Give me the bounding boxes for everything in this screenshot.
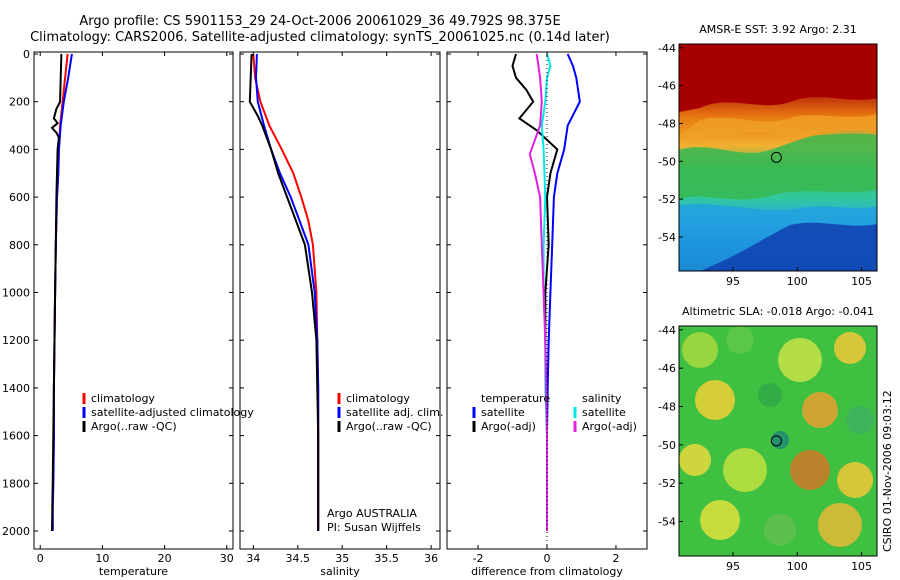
- difference-series-magenta: [528, 53, 548, 531]
- sst-cold-band: [700, 222, 877, 271]
- sla-map-field: [679, 326, 877, 556]
- sla-anomaly-blob: [700, 500, 740, 540]
- salinity-xtick-label: 34.5: [286, 552, 311, 565]
- salinity-series-black: [248, 53, 320, 531]
- temp-legend-climatology: climatology: [91, 392, 155, 405]
- sla-map-xtick-label: 105: [851, 560, 872, 573]
- temperature-xtick-label: 0: [37, 552, 44, 565]
- diff-legend-temperature-title: temperature: [481, 392, 550, 405]
- sal-legend-satellite: satellite adj. clim.: [346, 406, 443, 419]
- depth-tick-label: 1600: [2, 430, 30, 443]
- depth-tick-label: 2000: [2, 525, 30, 538]
- sla-map-title: Altimetric SLA: -0.018 Argo: -0.041: [682, 305, 874, 318]
- difference-xtick-label: 0: [544, 552, 551, 565]
- sla-anomaly-blob: [834, 332, 866, 364]
- sst-map-xtick-label: 100: [787, 275, 808, 288]
- sst-map-title: AMSR-E SST: 3.92 Argo: 2.31: [699, 23, 857, 36]
- difference-xtick-label: -2: [473, 552, 484, 565]
- sla-map-ytick-label: -44: [658, 324, 676, 337]
- sla-anomaly-blob: [726, 326, 754, 354]
- sst-orange-band: [679, 114, 877, 137]
- sla-anomaly-blob: [778, 338, 822, 382]
- sla-map-float-marker: [770, 435, 782, 447]
- sla-anomaly-blob: [758, 383, 782, 407]
- diff-legend-sal-argo: Argo(-adj): [582, 420, 637, 433]
- sst-map-ytick-label: -50: [658, 155, 676, 168]
- salinity-series-blue: [254, 53, 320, 531]
- diff-legend-sal-satellite: satellite: [582, 406, 626, 419]
- sla-map-ytick-label: -52: [658, 477, 676, 490]
- sst-map-field: [679, 44, 877, 271]
- depth-tick-label: 1400: [2, 382, 30, 395]
- difference-series-blue: [546, 53, 581, 531]
- sla-anomaly-blob: [837, 462, 873, 498]
- sla-anomaly-blob: [764, 514, 796, 546]
- sst-map-ytick-label: -54: [658, 231, 676, 244]
- sla-map-xtick-label: 95: [726, 560, 740, 573]
- sla-map-ytick-label: -46: [658, 362, 676, 375]
- temperature-axes-box: [33, 51, 234, 550]
- salinity-xtick-label: 35: [335, 552, 349, 565]
- depth-tick-label: 200: [9, 96, 30, 109]
- depth-tick-label: 0: [23, 48, 30, 61]
- sla-anomaly-blob: [846, 406, 874, 434]
- depth-tick-label: 800: [9, 239, 30, 252]
- sla-map-xtick-label: 100: [787, 560, 808, 573]
- sla-anomaly-blob: [723, 448, 767, 492]
- depth-tick-label: 600: [9, 191, 30, 204]
- sst-map-float-marker: [770, 151, 782, 163]
- depth-tick-label: 1800: [2, 477, 30, 490]
- sal-legend-climatology: climatology: [346, 392, 410, 405]
- sla-anomaly-blob: [682, 332, 718, 368]
- sla-anomaly-blob: [695, 380, 735, 420]
- temperature-series-black: [50, 53, 63, 532]
- depth-tick-label: 400: [9, 143, 30, 156]
- sla-anomaly-blob: [790, 450, 830, 490]
- diff-legend-salinity-title: salinity: [582, 392, 622, 405]
- salinity-xtick-label: 34: [246, 552, 260, 565]
- sst-map-xtick-label: 95: [726, 275, 740, 288]
- sla-map-ytick-label: -50: [658, 439, 676, 452]
- annotation-pi: PI: Susan Wijffels: [327, 521, 421, 534]
- sst-map-ytick-label: -46: [658, 80, 676, 93]
- temperature-xtick-label: 10: [95, 552, 109, 565]
- credit-text: CSIRO 01-Nov-2006 09:03:12: [881, 390, 894, 552]
- sst-map-xtick-label: 105: [851, 275, 872, 288]
- difference-xlabel: difference from climatology: [471, 565, 623, 578]
- difference-xtick-label: 2: [612, 552, 619, 565]
- sla-map-ytick-label: -48: [658, 401, 676, 414]
- sla-anomaly-blob: [802, 392, 838, 428]
- sla-anomaly-blob: [679, 444, 711, 476]
- salinity-axes-box: [239, 51, 441, 550]
- temperature-xtick-label: 30: [220, 552, 234, 565]
- annotation-argo-australia: Argo AUSTRALIA: [327, 507, 417, 520]
- depth-tick-label: 1200: [2, 334, 30, 347]
- diff-legend-temp-satellite: satellite: [481, 406, 525, 419]
- sst-map-ytick-label: -52: [658, 193, 676, 206]
- salinity-xlabel: salinity: [320, 565, 360, 578]
- sst-map-ytick-label: -48: [658, 117, 676, 130]
- sst-warm-patch: [679, 44, 877, 112]
- temperature-xtick-label: 20: [158, 552, 172, 565]
- sla-map-frame: [678, 325, 878, 557]
- sst-map-frame: [678, 43, 878, 272]
- sla-anomaly-blob: [818, 503, 862, 547]
- salinity-xtick-label: 35.5: [374, 552, 399, 565]
- chart-title-line2: Climatology: CARS2006. Satellite-adjuste…: [30, 30, 610, 45]
- sla-anomaly-blob: [771, 431, 789, 449]
- temp-legend-argo: Argo(..raw -QC): [91, 420, 177, 433]
- sst-map-ytick-label: -44: [658, 42, 676, 55]
- temperature-xlabel: temperature: [99, 565, 168, 578]
- sal-legend-argo: Argo(..raw -QC): [346, 420, 432, 433]
- sla-map-ytick-label: -54: [658, 516, 676, 529]
- chart-title-line1: Argo profile: CS 5901153_29 24-Oct-2006 …: [79, 14, 561, 29]
- sst-green-band: [679, 130, 877, 200]
- temp-legend-satellite: satellite-adjusted climatology: [91, 406, 254, 419]
- salinity-xtick-label: 36: [424, 552, 438, 565]
- depth-tick-label: 1000: [2, 287, 30, 300]
- diff-legend-temp-argo: Argo(-adj): [481, 420, 536, 433]
